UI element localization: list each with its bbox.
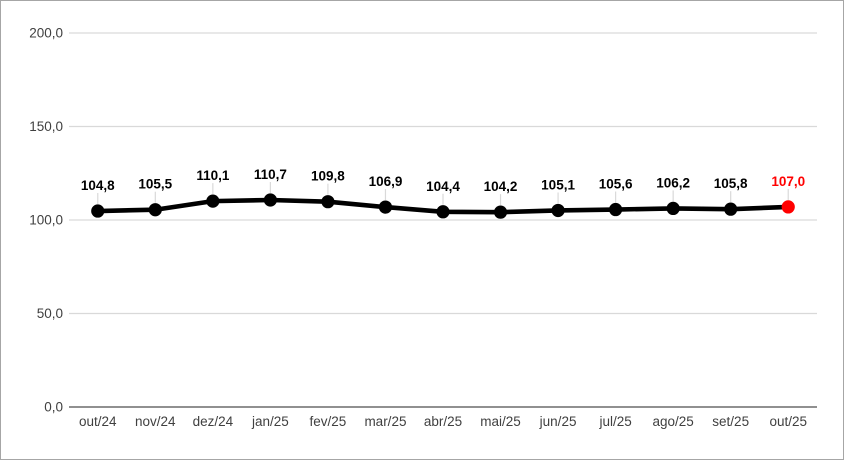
data-point-marker [91,204,105,218]
y-axis-tick-label: 50,0 [37,306,63,321]
x-axis-tick-label: mai/25 [480,414,521,429]
data-point-marker [148,203,162,217]
y-axis-tick-label: 0,0 [44,400,63,415]
data-point-label: 105,5 [138,177,172,192]
data-point-label: 105,8 [714,176,748,191]
x-axis-tick-label: set/25 [712,414,749,429]
x-axis-tick-label: abr/25 [424,414,462,429]
data-point-label: 109,8 [311,169,345,184]
y-axis-tick-label: 100,0 [29,213,63,228]
x-axis-tick-label: out/24 [79,414,117,429]
data-point-marker [724,202,738,216]
data-point-marker-highlighted [781,200,795,214]
x-axis-tick-label: jul/25 [598,414,631,429]
data-point-label: 105,6 [599,177,633,192]
x-axis-tick-label: out/25 [769,414,807,429]
y-axis-tick-label: 150,0 [29,119,63,134]
data-point-label: 104,8 [81,178,115,193]
x-axis-tick-label: ago/25 [653,414,694,429]
data-point-marker [493,205,508,219]
data-point-label-highlighted: 107,0 [771,174,805,189]
x-axis-tick-label: nov/24 [135,414,176,429]
data-point-label: 110,7 [254,167,287,182]
data-point-marker [666,201,680,216]
data-point-marker [321,195,335,209]
data-point-label: 105,1 [541,177,575,192]
data-point-label: 110,1 [196,168,230,183]
x-axis-tick-label: jun/25 [539,414,577,429]
data-point-label: 104,4 [426,179,460,194]
data-point-label: 106,9 [369,174,403,189]
data-point-marker [378,200,393,214]
data-point-marker [206,194,220,208]
x-axis-tick-label: jan/25 [251,414,289,429]
data-point-marker [551,203,565,218]
data-point-label: 106,2 [656,175,690,190]
data-point-marker [609,202,623,217]
data-point-marker [436,205,450,219]
data-point-marker [263,193,277,207]
x-axis-tick-label: dez/24 [193,414,234,429]
y-axis-tick-label: 200,0 [29,26,63,41]
x-axis-tick-label: mar/25 [364,414,406,429]
x-axis-tick-label: fev/25 [310,414,347,429]
data-point-label: 104,2 [484,179,518,194]
